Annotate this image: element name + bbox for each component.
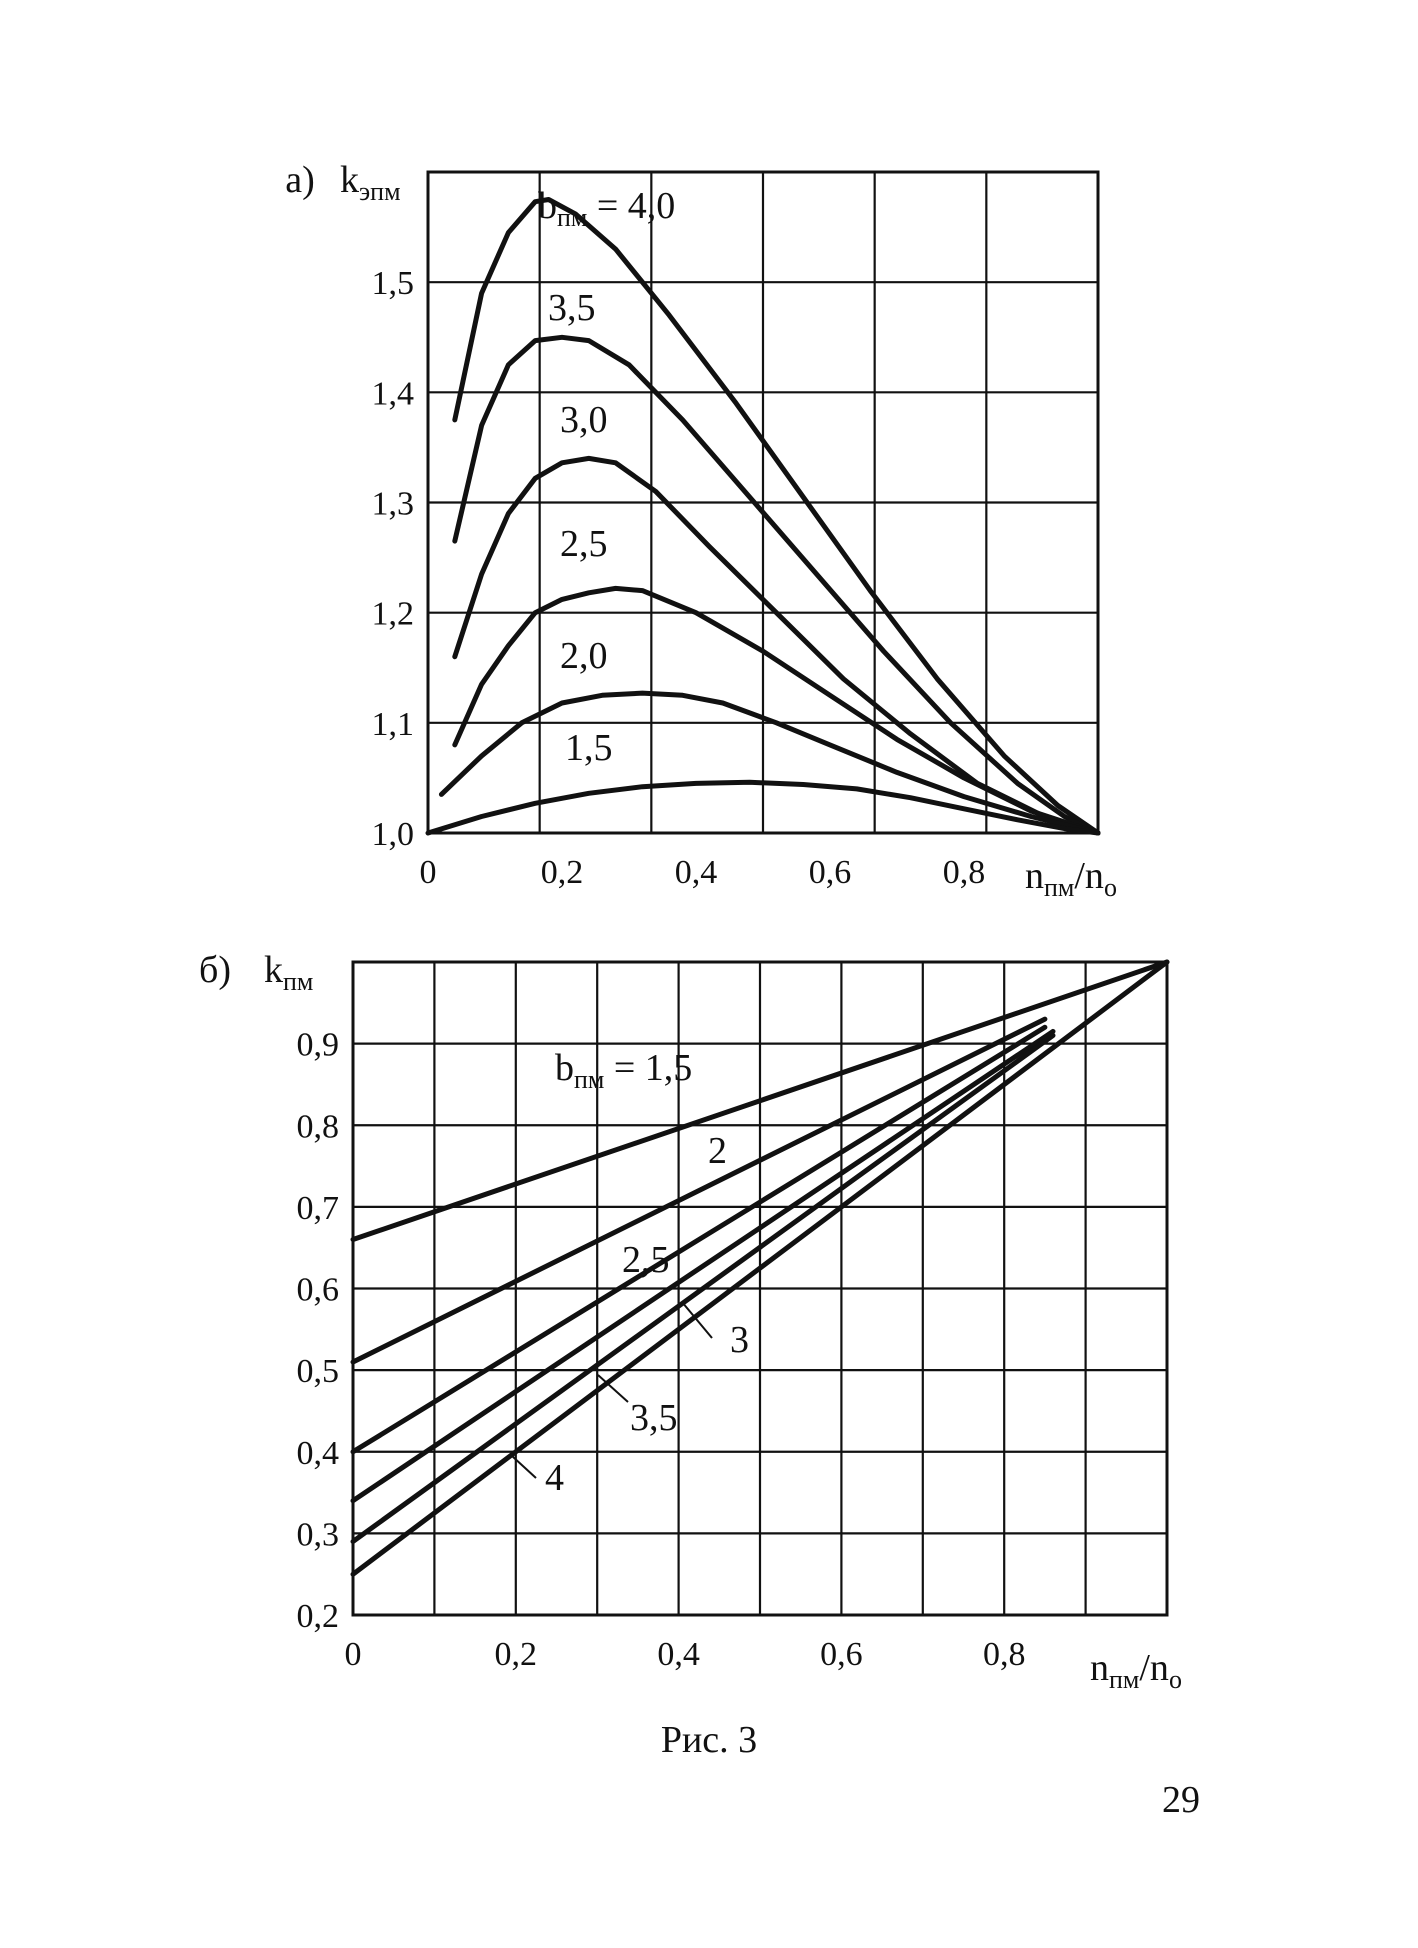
series-label: 1,5 [565,727,613,769]
series-line [452,334,1101,836]
x-tick-label: 0,2 [495,1636,538,1673]
x-tick-label: 0,6 [809,854,852,891]
x-tick-label: 0,6 [820,1636,863,1673]
grid [428,172,1098,833]
series-label: 2,5 [560,523,608,565]
series-label: 2 [708,1130,727,1172]
series-label: 4 [545,1457,564,1499]
series-line [438,690,1101,836]
y-tick-label: 1,1 [372,706,415,743]
x-tick-label: 0,2 [541,854,584,891]
y-tick-label: 1,4 [372,375,415,412]
y-tick-label: 1,0 [372,816,415,853]
y-tick-label: 1,3 [372,486,415,523]
series-line [350,959,1170,1242]
series-line [350,1016,1048,1365]
y-tick-label: 0,6 [297,1272,340,1309]
panel-label: б) [199,949,231,991]
label-leader-line [511,1455,537,1479]
y-tick-label: 0,3 [297,1516,340,1553]
y-tick-label: 0,4 [297,1435,340,1472]
series-label: 2,5 [622,1239,670,1281]
label-leader-line [681,1301,713,1339]
y-tick-label: 0,8 [297,1108,340,1145]
series-label: 3,5 [548,287,596,329]
x-tick-label: 0 [345,1636,362,1673]
y-axis-label: kэпм [340,159,401,206]
chart-panel-a: 0 0,2 0,4 0,6 0,8 1,0 1,1 1,2 1,3 1,4 1,5 а) kэпм nпм… [285,159,1117,902]
series-label: 2,0 [560,635,608,677]
plot-frame [426,170,1100,835]
series-label: 3,0 [560,399,608,441]
x-tick-label: 0,4 [675,854,718,891]
series-line [425,779,1101,836]
plot-frame [351,960,1169,1617]
y-tick-label: 1,5 [372,265,415,302]
series-line [350,959,1170,1577]
x-tick-label: 0 [420,854,437,891]
x-axis-label: nпм/nо [1090,1647,1182,1694]
series-label: bпм = 4,0 [538,185,675,232]
page-number: 29 [1162,1779,1200,1821]
grid [353,962,1167,1615]
label-leader-line [597,1374,629,1403]
series-line [350,1024,1048,1455]
x-tick-label: 0,8 [983,1636,1026,1673]
series-label: 3 [730,1319,749,1361]
series-line [452,585,1101,836]
series-line [452,197,1101,836]
x-axis-label: nпм/nо [1025,855,1117,902]
y-tick-label: 0,2 [297,1598,340,1635]
y-tick-label: 0,9 [297,1027,340,1064]
series-label: 3,5 [630,1397,678,1439]
series-line [350,1033,1056,1544]
y-tick-label: 0,7 [297,1190,340,1227]
panel-label: а) [285,159,315,201]
chart-panel-b: 0 0,2 0,4 0,6 0,80,20,30,40,50,60,70,80,9б) k… [199,949,1182,1694]
figure-caption: Рис. 3 [660,1719,758,1761]
series-line [350,1028,1056,1504]
y-axis-label: kпм [264,949,313,996]
series-label: bпм = 1,5 [555,1047,692,1094]
y-tick-label: 0,5 [297,1353,340,1390]
series-line [452,455,1101,836]
y-tick-label: 1,2 [372,596,415,633]
x-tick-label: 0,8 [943,854,986,891]
x-tick-label: 0,4 [657,1636,700,1673]
